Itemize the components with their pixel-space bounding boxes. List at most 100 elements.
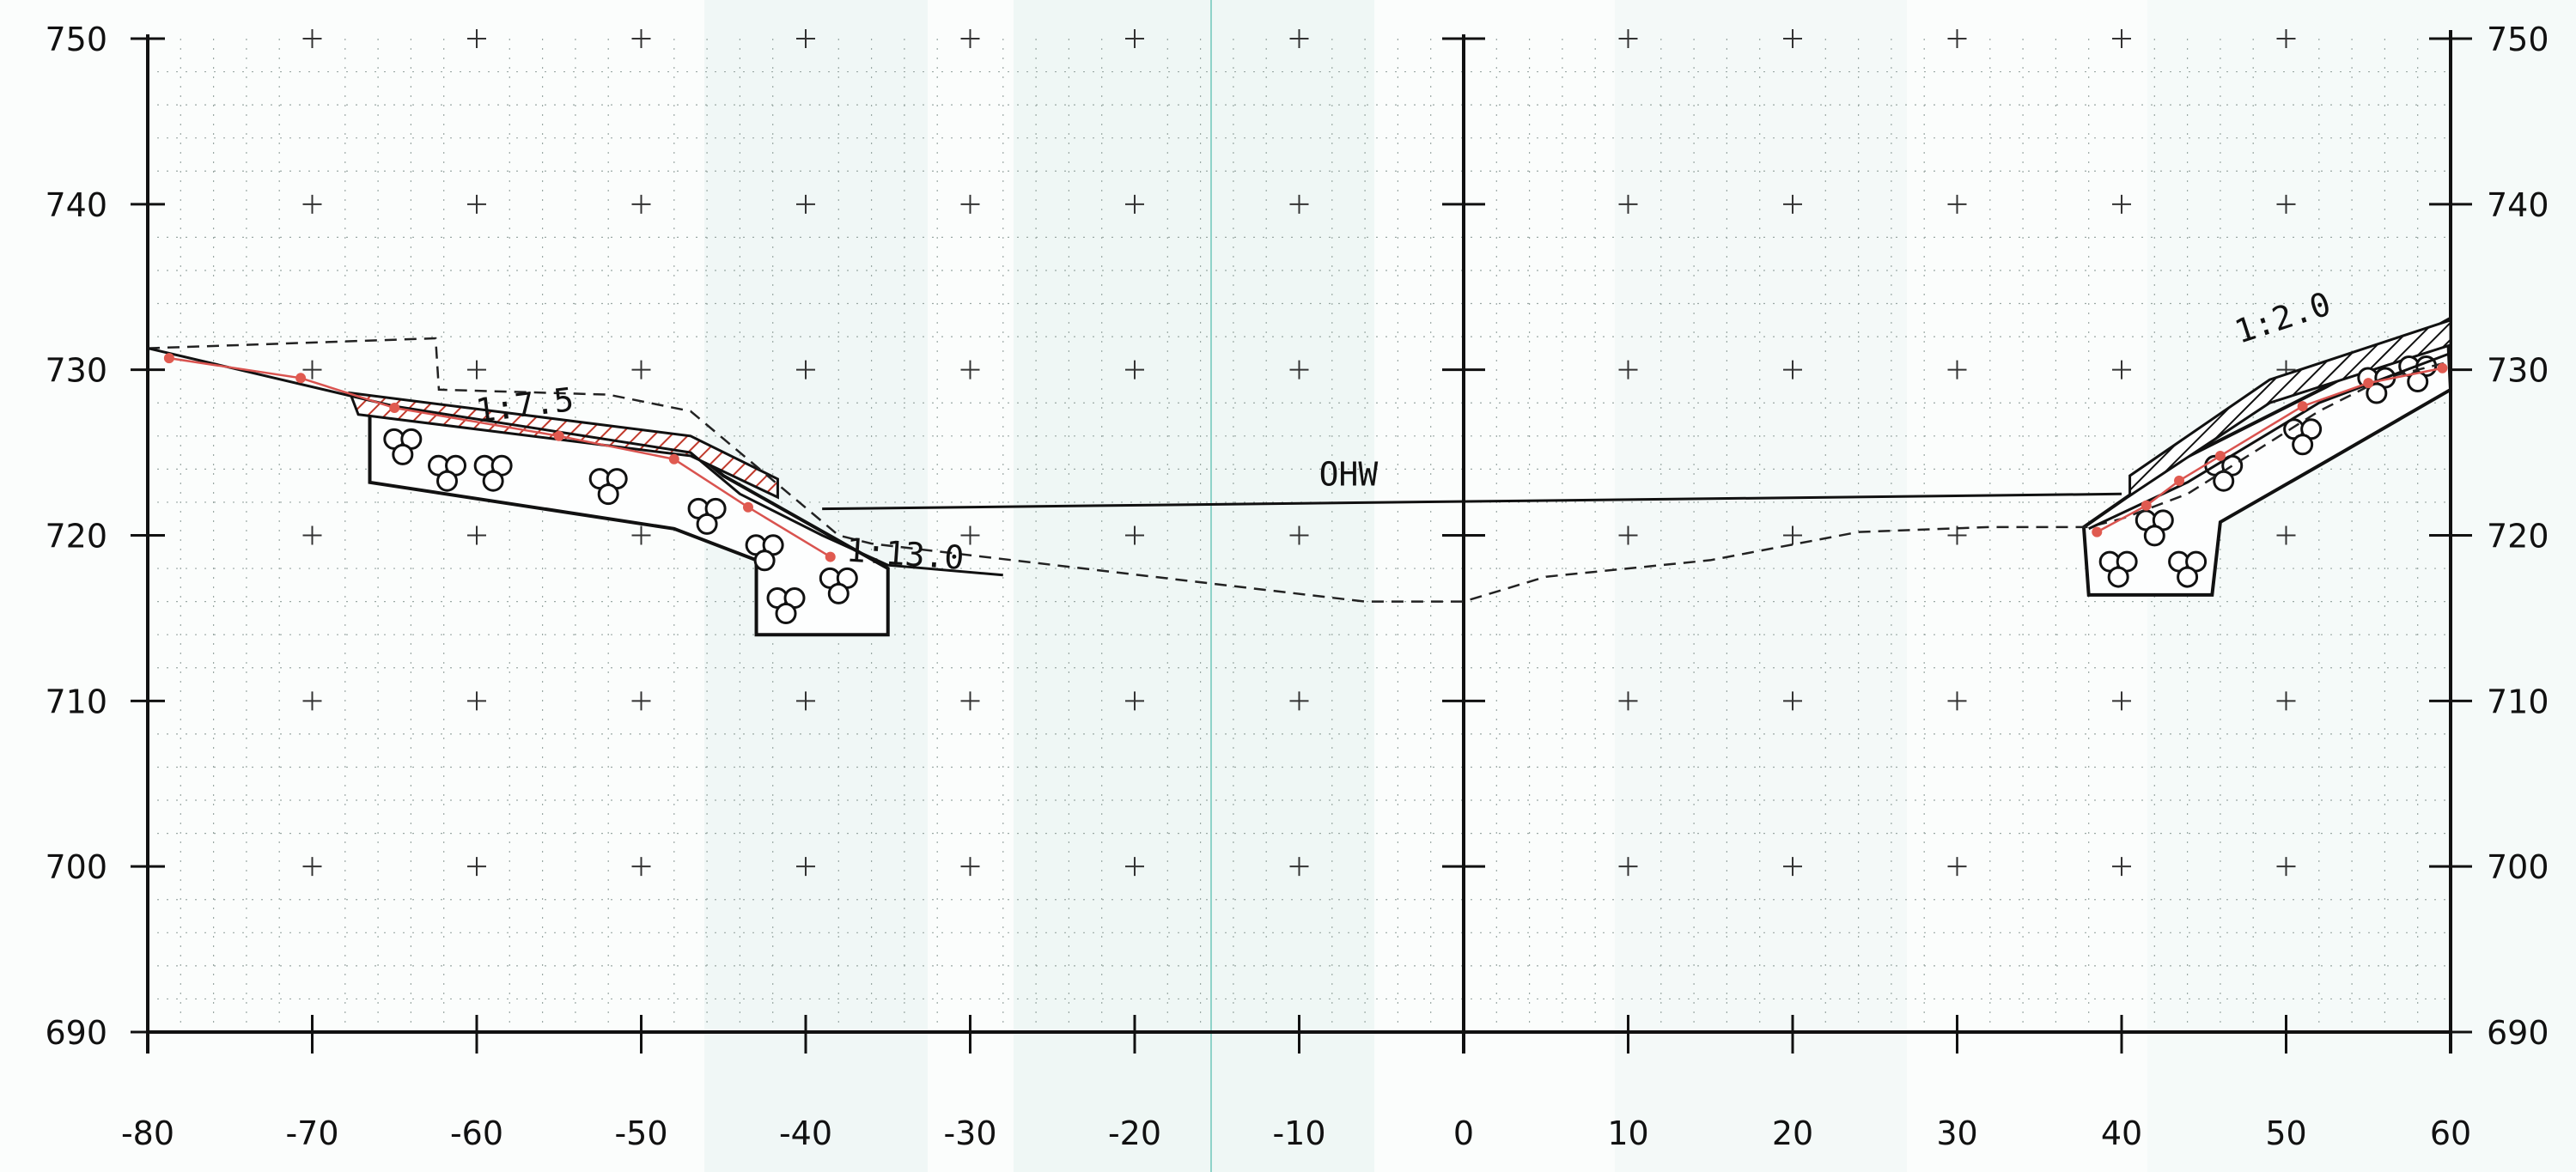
grid-cross: [2276, 525, 2296, 545]
x-tick-label: 40: [2101, 1114, 2142, 1152]
x-tick-label: -30: [943, 1114, 996, 1152]
series-point: [742, 501, 753, 513]
x-tick-label: -50: [614, 1114, 667, 1152]
series-line-3: [2088, 351, 2451, 531]
y-tick-label-right: 740: [2487, 186, 2549, 224]
x-tick-label: -20: [1108, 1114, 1161, 1152]
grid-cross: [1125, 194, 1144, 214]
bg-band: [2147, 0, 2576, 1172]
grid-cross: [1289, 29, 1309, 48]
grid-cross: [960, 525, 980, 545]
x-tick-label: 0: [1453, 1114, 1474, 1152]
boulder-icon: [428, 454, 467, 492]
y-tick-label-right: 700: [2487, 848, 2549, 886]
grid-cross: [1618, 691, 1638, 711]
y-tick-label-left: 710: [45, 683, 107, 720]
grid-cross: [631, 29, 651, 48]
grid-cross: [1783, 360, 1802, 380]
grid-cross: [1783, 29, 1802, 48]
grid-cross: [796, 691, 815, 711]
boulder-icon: [383, 428, 423, 465]
x-tick-label: -80: [121, 1114, 174, 1152]
series-point: [668, 453, 679, 465]
grid-cross: [1947, 360, 1967, 380]
bg-band: [1014, 0, 1374, 1172]
grid-cross: [1125, 360, 1144, 380]
boulder-icon: [2168, 550, 2208, 588]
grid-cross: [1618, 525, 1638, 545]
grid-cross: [2112, 360, 2131, 380]
annotation-label: 1:13.0: [845, 531, 965, 577]
grid-cross: [2112, 691, 2131, 711]
series-point: [2141, 500, 2152, 511]
boulder-icon: [2134, 509, 2174, 547]
grid-cross: [2276, 691, 2296, 711]
annotation-label: OHW: [1319, 456, 1379, 494]
grid-cross: [1125, 857, 1144, 877]
grid-cross: [1289, 857, 1309, 877]
grid-cross: [1947, 29, 1967, 48]
grid-cross: [631, 194, 651, 214]
grid-cross: [1783, 691, 1802, 711]
y-tick-label-left: 730: [45, 352, 107, 390]
x-tick-label: -40: [779, 1114, 832, 1152]
series-point: [2437, 362, 2448, 373]
grid-cross: [1783, 525, 1802, 545]
series-point: [2297, 401, 2308, 412]
grid-cross: [796, 857, 815, 877]
grid-cross: [1947, 691, 1967, 711]
grid-cross: [467, 691, 486, 711]
y-tick-label-right: 720: [2487, 518, 2549, 556]
grid-cross: [631, 857, 651, 877]
grid-cross: [302, 194, 322, 214]
grid-cross: [467, 194, 486, 214]
x-tick-label: -70: [285, 1114, 338, 1152]
bg-band: [1615, 0, 1907, 1172]
grid-cross: [960, 29, 980, 48]
grid-cross: [1289, 360, 1309, 380]
series-point: [2363, 378, 2374, 389]
grid-cross: [960, 857, 980, 877]
y-tick-label-left: 700: [45, 848, 107, 886]
grid-cross: [467, 29, 486, 48]
grid-cross: [960, 691, 980, 711]
grid-cross: [631, 360, 651, 380]
grid-cross: [2276, 857, 2296, 877]
grid-cross: [1783, 194, 1802, 214]
series-point: [389, 403, 400, 414]
grid-cross: [1125, 525, 1144, 545]
y-tick-label-left: 690: [45, 1014, 107, 1052]
series-line-2: [822, 492, 2122, 511]
grid-cross: [1947, 857, 1967, 877]
grid-cross: [302, 691, 322, 711]
grid-cross: [1125, 691, 1144, 711]
grid-cross: [302, 29, 322, 48]
series-point: [825, 551, 836, 562]
grid-cross: [1947, 194, 1967, 214]
grid-cross: [1618, 857, 1638, 877]
grid-cross: [1289, 525, 1309, 545]
grid-cross: [467, 857, 486, 877]
y-tick-label-right: 750: [2487, 21, 2549, 58]
boulder-icon: [473, 454, 513, 492]
boulder-icon: [687, 497, 727, 535]
x-tick-label: 60: [2430, 1114, 2471, 1152]
boulder-icon: [2098, 550, 2138, 588]
grid-cross: [302, 525, 322, 545]
boulder-icon: [588, 468, 628, 506]
series-line-0: [147, 337, 2451, 603]
x-tick-label: -60: [450, 1114, 503, 1152]
grid-cross: [2112, 29, 2131, 48]
series-point: [295, 373, 307, 384]
boulder-icon: [819, 567, 858, 604]
right-slope-facing: [2128, 318, 2452, 499]
grid-cross: [631, 691, 651, 711]
y-tick-label-right: 730: [2487, 352, 2549, 390]
grid-cross: [2112, 194, 2131, 214]
grid-cross: [2276, 194, 2296, 214]
grid-cross: [467, 360, 486, 380]
grid-cross: [2276, 29, 2296, 48]
boulder-icon: [745, 534, 784, 572]
grid-cross: [1618, 29, 1638, 48]
